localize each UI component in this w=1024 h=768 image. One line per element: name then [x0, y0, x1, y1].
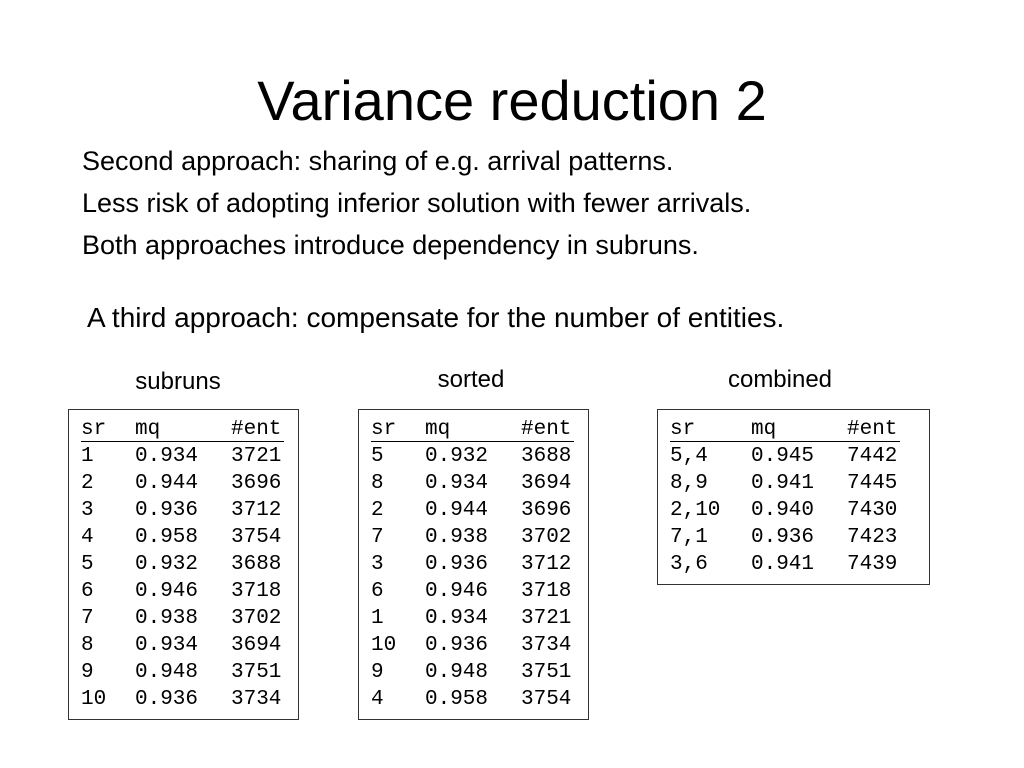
table-cell: 0.944 — [425, 499, 489, 522]
table-cell: 0.946 — [135, 580, 199, 603]
table-cell: 0.936 — [135, 499, 199, 522]
table-cell: 0.944 — [135, 472, 199, 495]
table-cell: 3,6 — [670, 553, 708, 576]
table-cell: 0.940 — [751, 499, 815, 522]
header-rule — [81, 441, 284, 442]
text-line: Less risk of adopting inferior solution … — [82, 188, 752, 218]
table-cell: 10 — [81, 688, 107, 711]
table-cell: 0.958 — [135, 526, 199, 549]
table-cell: 3 — [81, 499, 94, 522]
header-cell: sr — [670, 418, 696, 441]
table-cell: 6 — [371, 580, 384, 603]
table-cell: 0.934 — [425, 472, 489, 495]
table-cell: 3694 — [231, 634, 282, 657]
table-cell: 0.948 — [135, 661, 199, 684]
table-cell: 1 — [81, 445, 94, 468]
table-cell: 5,4 — [670, 445, 708, 468]
table-cell: 7423 — [847, 526, 898, 549]
table: sr mq #ent 5 0.932 3688 8 0.934 3694 2 0.944 3696 7 0… — [358, 409, 589, 720]
header-cell: mq — [425, 418, 451, 441]
table-cell: 7430 — [847, 499, 898, 522]
table-cell: 3694 — [521, 472, 572, 495]
table-cell: 3751 — [521, 661, 572, 684]
table-cell: 3 — [371, 553, 384, 576]
table-cell: 5 — [81, 553, 94, 576]
table-cell: 0.936 — [751, 526, 815, 549]
table-cell: 7 — [81, 607, 94, 630]
header-cell: sr — [371, 418, 397, 441]
table-cell: 0.936 — [425, 553, 489, 576]
header-cell: sr — [81, 418, 107, 441]
table-cell: 0.938 — [135, 607, 199, 630]
table-cell: 0.932 — [135, 553, 199, 576]
table-caption: sorted — [437, 366, 505, 393]
table-cell: 3696 — [521, 499, 572, 522]
header-rule — [670, 441, 900, 442]
table-cell: 1 — [371, 607, 384, 630]
header-cell: mq — [135, 418, 161, 441]
note: A third approach: compensate for the num… — [87, 302, 785, 333]
table-cell: 10 — [371, 634, 397, 657]
table-cell: 3712 — [231, 499, 282, 522]
table-cell: 3712 — [521, 553, 572, 576]
table-cell: 0.945 — [751, 445, 815, 468]
table-cell: 3721 — [521, 607, 572, 630]
table-cell: 9 — [81, 661, 94, 684]
table-cell: 7442 — [847, 445, 898, 468]
table-cell: 2,10 — [670, 499, 721, 522]
table-cell: 2 — [81, 472, 94, 495]
table-cell: 2 — [371, 499, 384, 522]
text-line: Both approaches introduce dependency in … — [82, 230, 699, 260]
table-caption: subruns — [135, 368, 221, 395]
table-cell: 4 — [81, 526, 94, 549]
table-cell: 8 — [371, 472, 384, 495]
header-cell: #ent — [521, 418, 572, 441]
table-cell: 6 — [81, 580, 94, 603]
table-cell: 7439 — [847, 553, 898, 576]
table-cell: 0.934 — [425, 607, 489, 630]
table-cell: 0.934 — [135, 634, 199, 657]
table-cell: 3696 — [231, 472, 282, 495]
table-cell: 3688 — [521, 445, 572, 468]
table-cell: 0.958 — [425, 688, 489, 711]
table-cell: 3702 — [521, 526, 572, 549]
table: sr mq #ent 5,4 0.945 7442 8,9 0.941 7445 2,10 0.94… — [657, 409, 930, 585]
table-cell: 5 — [371, 445, 384, 468]
table-cell: 3688 — [231, 553, 282, 576]
table-cell: 9 — [371, 661, 384, 684]
table-cell: 3734 — [521, 634, 572, 657]
table-cell: 3702 — [231, 607, 282, 630]
table-cell: 0.936 — [135, 688, 199, 711]
table-cell: 0.941 — [751, 472, 815, 495]
table-cell: 4 — [371, 688, 384, 711]
table-cell: 0.948 — [425, 661, 489, 684]
table-cell: 0.932 — [425, 445, 489, 468]
slide-title: Variance reduction 2 — [257, 69, 767, 132]
header-cell: #ent — [231, 418, 282, 441]
table-cell: 7445 — [847, 472, 898, 495]
table-cell: 0.934 — [135, 445, 199, 468]
header-cell: mq — [751, 418, 777, 441]
table-cell: 7 — [371, 526, 384, 549]
table-cell: 0.941 — [751, 553, 815, 576]
table-cell: 8,9 — [670, 472, 708, 495]
table-cell: 0.938 — [425, 526, 489, 549]
table-cell: 3718 — [521, 580, 572, 603]
table-cell: 0.936 — [425, 634, 489, 657]
table-cell: 3751 — [231, 661, 282, 684]
table-cell: 0.946 — [425, 580, 489, 603]
table-cell: 3734 — [231, 688, 282, 711]
text-line: Second approach: sharing of e.g. arrival… — [82, 146, 674, 176]
table-cell: 3718 — [231, 580, 282, 603]
table: sr mq #ent 1 0.934 3721 2 0.944 3696 3 0.936 3712 4 0… — [68, 409, 299, 720]
table-cell: 3754 — [231, 526, 282, 549]
header-rule — [371, 441, 574, 442]
table-caption: combined — [727, 366, 833, 393]
table-cell: 8 — [81, 634, 94, 657]
table-cell: 3721 — [231, 445, 282, 468]
header-cell: #ent — [847, 418, 898, 441]
table-cell: 3754 — [521, 688, 572, 711]
table-cell: 7,1 — [670, 526, 708, 549]
